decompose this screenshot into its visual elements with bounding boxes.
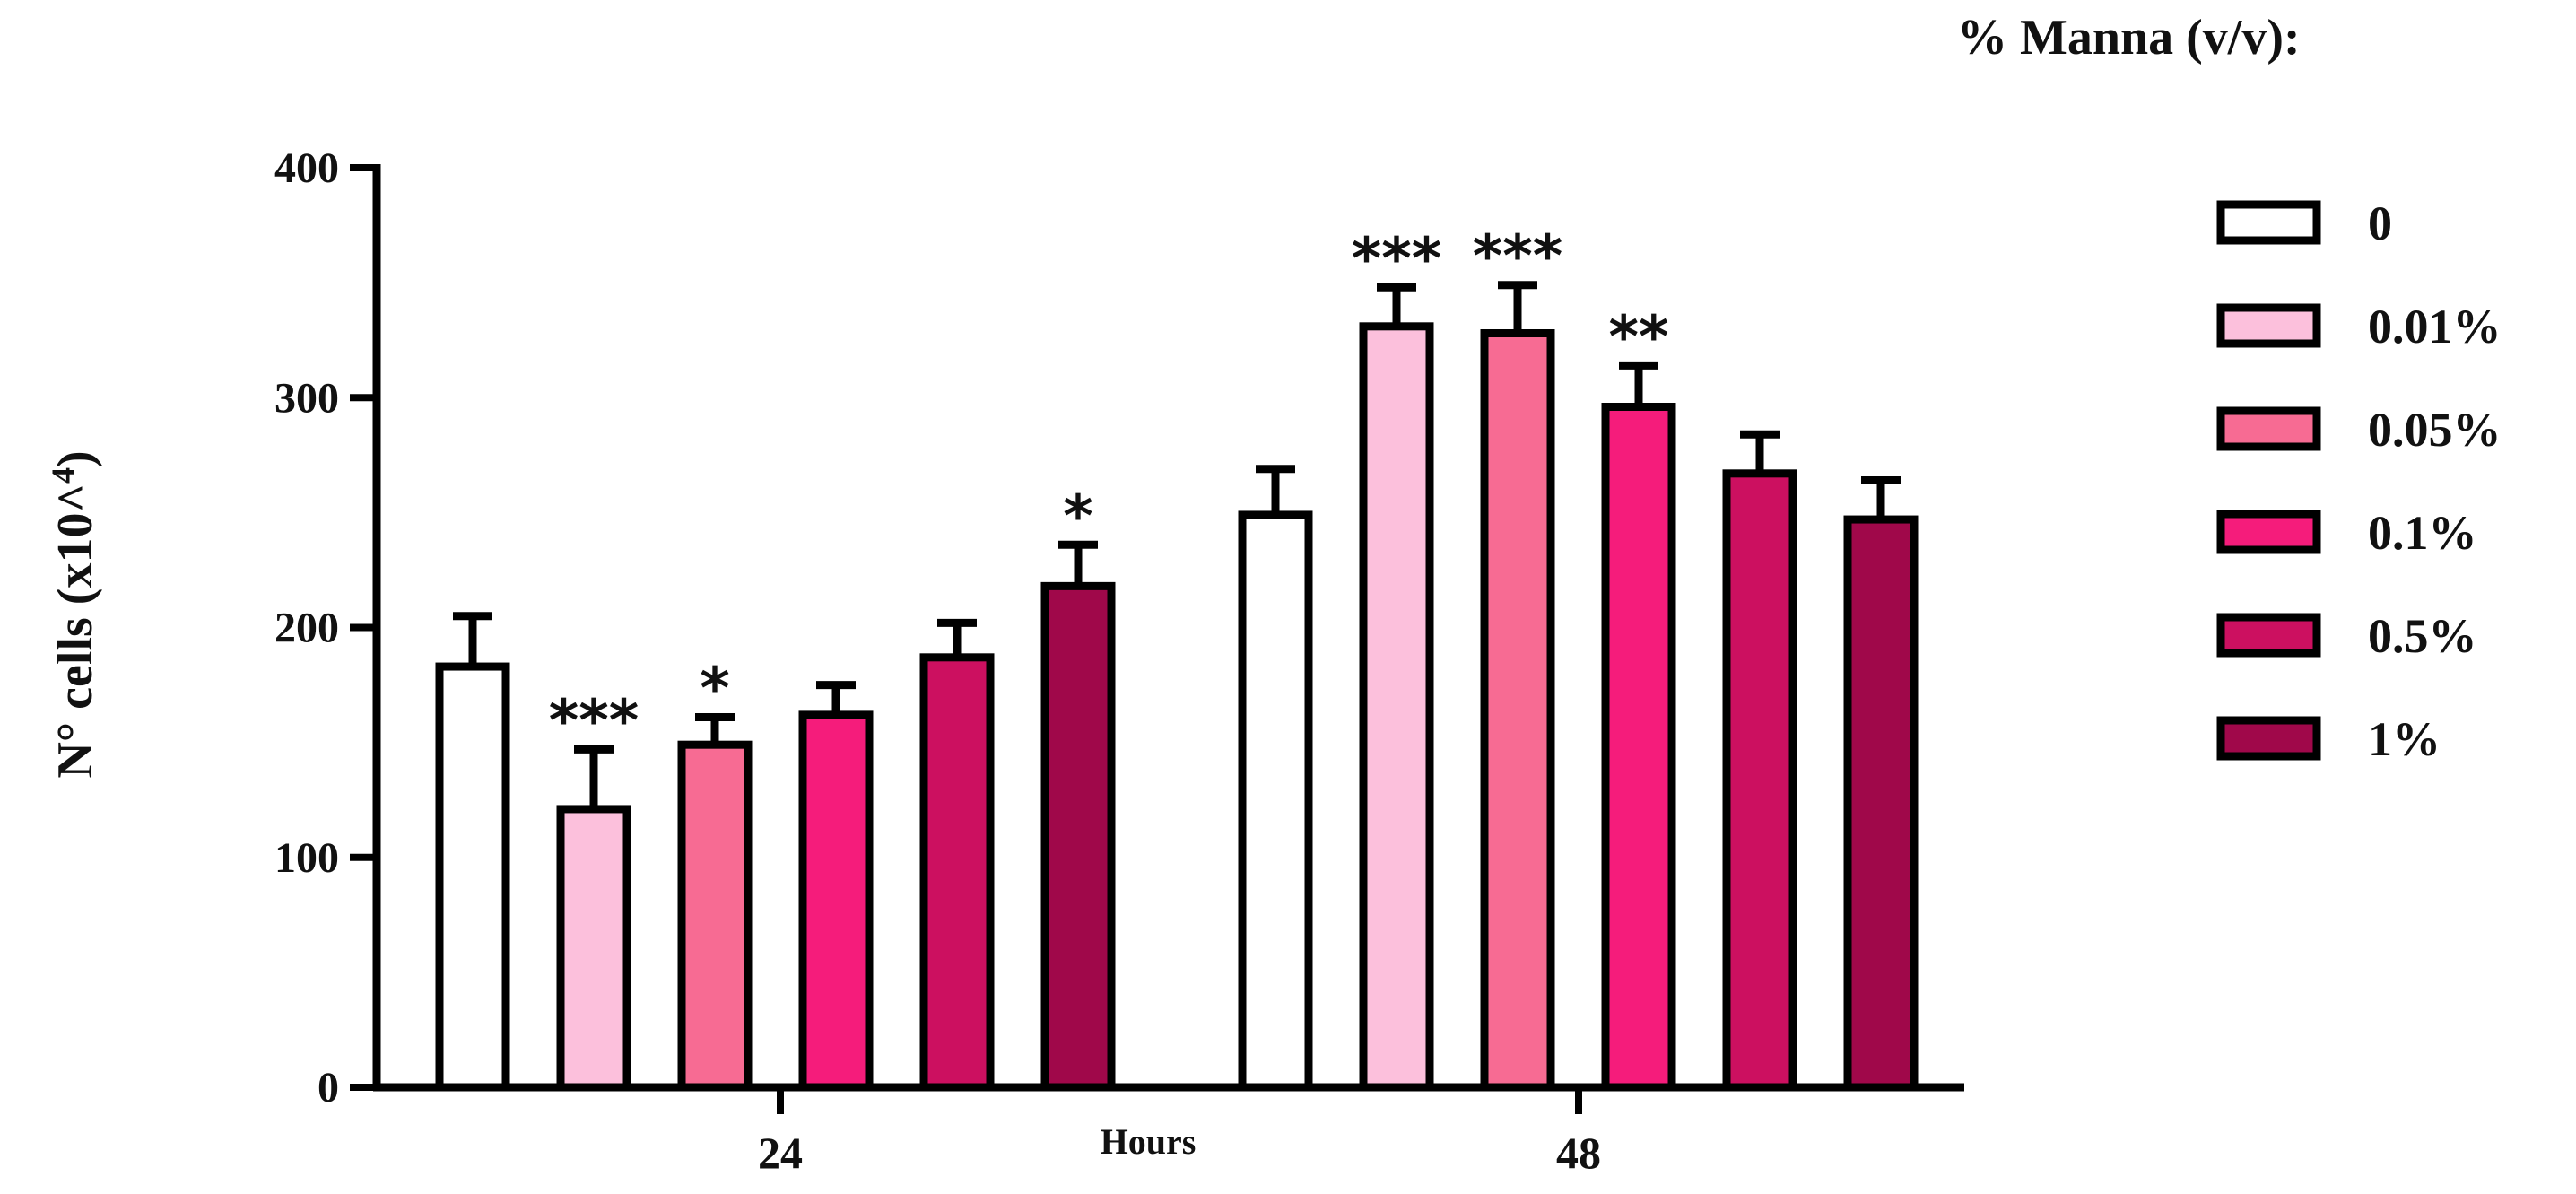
y-tick-label: 400 (274, 144, 339, 192)
y-tick-label: 0 (318, 1064, 339, 1111)
x-axis-title: Hours (1101, 1121, 1197, 1162)
legend-label: 0.1% (2368, 506, 2477, 560)
axes-layer: 0 100 200 300 400 24 48 (274, 144, 1964, 1178)
x-tick-label: 48 (1556, 1128, 1601, 1178)
significance-label: *** (549, 688, 639, 754)
legend-swatch (2216, 613, 2321, 658)
legend-label: 0 (2368, 196, 2392, 250)
y-tick-label: 200 (274, 605, 339, 652)
bars-layer: ************* (435, 224, 1919, 1092)
legend-swatch (2216, 716, 2321, 761)
bar (1480, 329, 1555, 1092)
bar (1040, 581, 1116, 1092)
legend-swatch (2216, 510, 2321, 554)
bar (1359, 322, 1434, 1092)
bar (435, 662, 510, 1092)
x-tick-label: 24 (758, 1128, 803, 1178)
legend-label: 0.01% (2368, 300, 2502, 353)
significance-label: * (1063, 484, 1092, 550)
y-axis-title: N° cells (x10^4) (45, 450, 103, 778)
y-axis-title-end: ) (48, 450, 103, 467)
y-axis-title-superscript: 4 (45, 467, 81, 484)
bar (1722, 469, 1797, 1092)
bar (677, 740, 753, 1092)
legend-title: % Manna (v/v): (1957, 10, 2301, 65)
y-axis-title-main: N° cells (x10^ (48, 484, 103, 779)
significance-label: *** (1473, 224, 1562, 291)
legend-swatch (2216, 303, 2321, 348)
legend-label: 0.05% (2368, 403, 2502, 457)
bar (556, 805, 631, 1092)
bar (1843, 515, 1919, 1092)
significance-label: ** (1609, 304, 1669, 370)
bar (1601, 403, 1676, 1092)
y-tick-label: 300 (274, 374, 339, 422)
legend-label: 0.5% (2368, 609, 2477, 663)
significance-label: * (700, 656, 729, 722)
bar (1238, 510, 1313, 1092)
legend-label: 1% (2368, 712, 2441, 766)
significance-label: *** (1352, 226, 1441, 292)
legend-swatch (2216, 406, 2321, 451)
y-tick-label: 100 (274, 834, 339, 882)
legend: 0 0.01% 0.05% 0.1% 0.5% 1% (2216, 196, 2502, 766)
legend-swatch (2216, 200, 2321, 245)
bar (798, 710, 874, 1092)
bar (919, 653, 995, 1092)
